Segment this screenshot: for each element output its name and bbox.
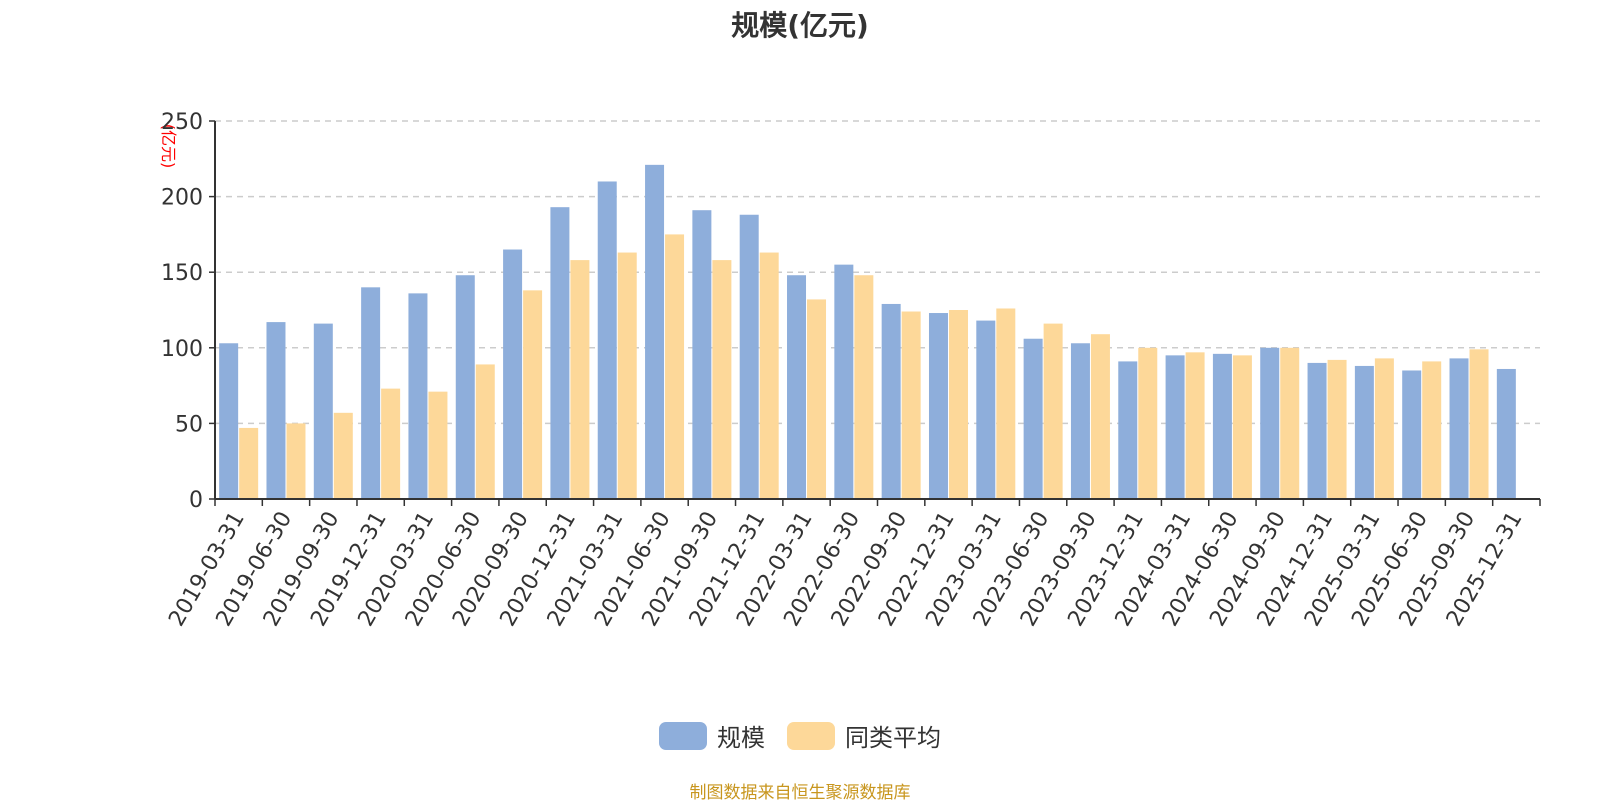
bar-peer-average[interactable] — [239, 427, 259, 499]
bar-peer-average[interactable] — [1327, 359, 1347, 499]
bar-scale[interactable] — [361, 287, 381, 499]
bar-scale[interactable] — [1402, 370, 1422, 499]
bar-peer-average[interactable] — [901, 311, 921, 499]
bar-scale[interactable] — [1449, 358, 1469, 499]
bar-scale[interactable] — [1165, 355, 1185, 499]
legend-label-peer-average: 同类平均 — [845, 724, 941, 752]
bar-peer-average[interactable] — [854, 275, 874, 499]
bar-peer-average[interactable] — [807, 299, 827, 499]
legend: 规模 同类平均 — [0, 718, 1600, 753]
bar-scale[interactable] — [1212, 353, 1232, 499]
bar-peer-average[interactable] — [948, 310, 968, 499]
bar-peer-average[interactable] — [475, 364, 495, 499]
bar-peer-average[interactable] — [523, 290, 543, 499]
bar-scale[interactable] — [408, 293, 428, 499]
bar-scale[interactable] — [739, 214, 759, 499]
bar-peer-average[interactable] — [665, 234, 685, 499]
bar-scale[interactable] — [1354, 365, 1374, 499]
bar-scale[interactable] — [1118, 361, 1138, 499]
bar-scale[interactable] — [1023, 338, 1043, 499]
bar-peer-average[interactable] — [1469, 349, 1489, 499]
bar-scale[interactable] — [645, 164, 665, 499]
legend-swatch-peer-average — [787, 721, 835, 750]
bar-scale[interactable] — [1070, 343, 1090, 499]
bar-scale[interactable] — [503, 249, 523, 499]
bar-peer-average[interactable] — [1422, 361, 1442, 499]
source-note: 制图数据来自恒生聚源数据库 — [689, 783, 911, 803]
bar-scale[interactable] — [928, 313, 948, 499]
legend-item-peer-average[interactable]: 同类平均 — [787, 718, 941, 753]
bar-scale[interactable] — [692, 210, 712, 499]
legend-label-scale: 规模 — [717, 724, 765, 752]
bar-peer-average[interactable] — [1280, 347, 1300, 499]
bar-peer-average[interactable] — [428, 391, 448, 499]
bar-peer-average[interactable] — [333, 412, 353, 499]
bar-peer-average[interactable] — [381, 388, 401, 499]
bar-peer-average[interactable] — [1090, 334, 1110, 499]
bar-peer-average[interactable] — [759, 252, 779, 499]
bar-scale[interactable] — [313, 323, 333, 499]
bar-peer-average[interactable] — [1232, 355, 1252, 499]
bar-scale[interactable] — [550, 207, 570, 499]
y-tick-label: 200 — [161, 186, 203, 211]
bar-scale[interactable] — [1496, 368, 1516, 499]
bar-scale[interactable] — [1260, 347, 1280, 499]
bar-scale[interactable] — [266, 322, 286, 499]
bars — [219, 164, 1516, 500]
bar-peer-average[interactable] — [286, 423, 306, 499]
bar-scale[interactable] — [834, 264, 854, 499]
bar-scale[interactable] — [455, 275, 475, 499]
bar-peer-average[interactable] — [1043, 323, 1063, 499]
bar-scale[interactable] — [219, 343, 239, 499]
bar-peer-average[interactable] — [1185, 352, 1205, 499]
y-tick-label: 0 — [189, 488, 203, 513]
chart-title: 规模(亿元) — [731, 9, 869, 42]
bar-scale[interactable] — [597, 181, 617, 500]
y-tick-label: 100 — [161, 337, 203, 362]
bar-scale[interactable] — [787, 275, 807, 499]
legend-swatch-scale — [659, 721, 707, 750]
legend-item-scale[interactable]: 规模 — [659, 718, 765, 753]
bar-peer-average[interactable] — [1374, 358, 1394, 499]
y-axis-unit-label: (亿元) — [159, 124, 178, 169]
bar-scale[interactable] — [976, 320, 996, 499]
bar-scale[interactable] — [881, 303, 901, 499]
bar-peer-average[interactable] — [570, 260, 590, 499]
y-tick-label: 250 — [161, 110, 203, 135]
bar-peer-average[interactable] — [617, 252, 637, 499]
bar-peer-average[interactable] — [712, 260, 732, 499]
bar-scale[interactable] — [1307, 362, 1327, 499]
bar-peer-average[interactable] — [1138, 347, 1158, 499]
y-tick-label: 150 — [161, 261, 203, 286]
y-tick-label: 50 — [175, 412, 203, 437]
bar-peer-average[interactable] — [996, 308, 1016, 499]
